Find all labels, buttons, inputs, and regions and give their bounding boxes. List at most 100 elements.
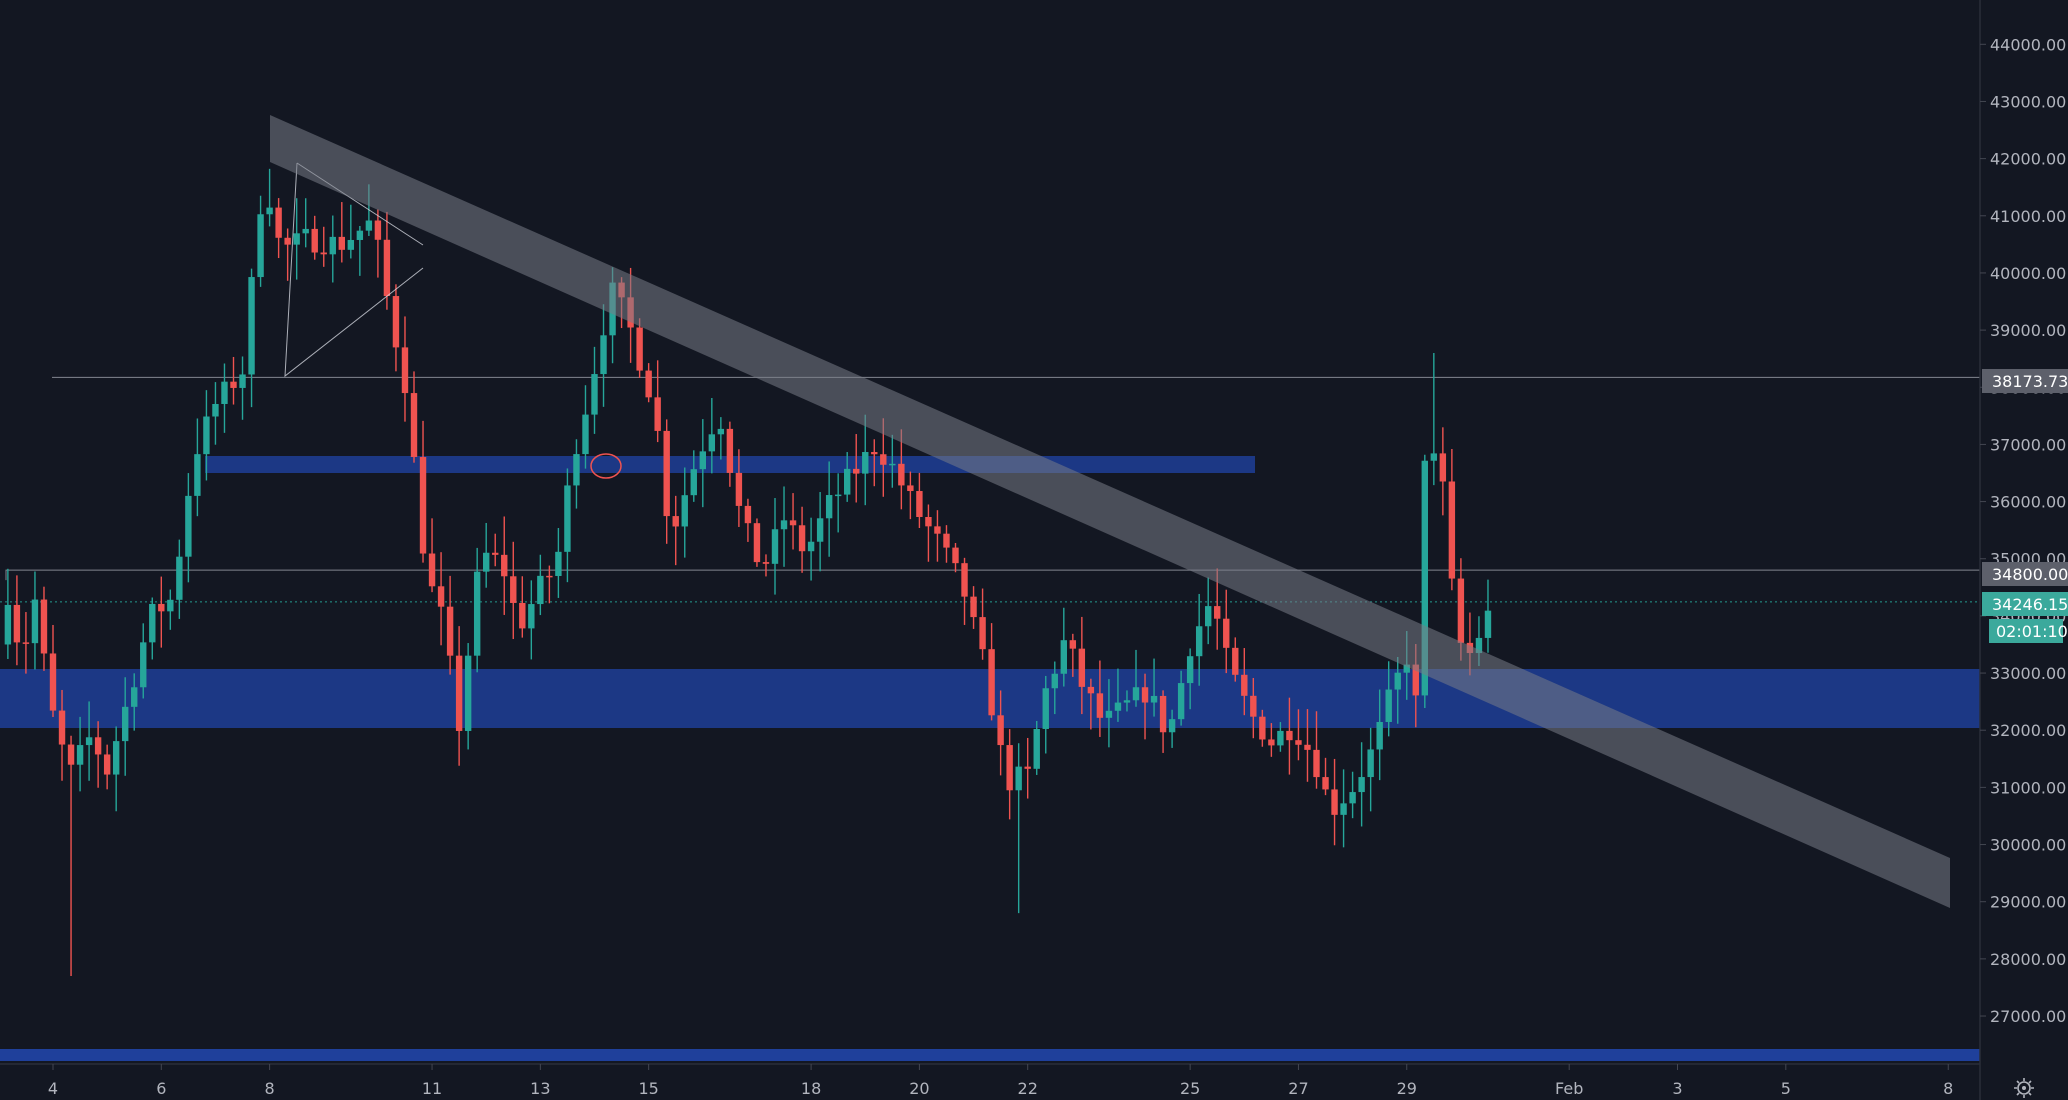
candle-body <box>356 230 364 240</box>
candle <box>1150 658 1158 717</box>
candle <box>1277 722 1284 752</box>
candle <box>546 565 553 604</box>
candle <box>428 518 436 593</box>
candle-body <box>1051 673 1058 689</box>
candle-body <box>555 551 562 576</box>
current-price-tag: 34246.15 02:01:10 <box>1982 592 2068 643</box>
candle <box>970 586 977 629</box>
gear-icon[interactable] <box>2014 1078 2034 1098</box>
horizontal-level-lines <box>0 376 1980 603</box>
candle-body <box>1105 710 1113 718</box>
candle-body <box>257 214 264 278</box>
candle-body <box>13 604 21 643</box>
candle <box>798 506 806 573</box>
candle <box>1340 769 1347 848</box>
candle <box>1205 577 1212 645</box>
candle-body <box>320 252 327 255</box>
candle-body <box>1223 618 1230 648</box>
price-axis[interactable]: 27000.00 28000.00 29000.00 30000.00 31000.00… <box>1979 0 2068 1100</box>
candle-body <box>131 687 138 707</box>
candle <box>1105 679 1113 748</box>
candle <box>1096 660 1104 737</box>
candle <box>825 461 833 557</box>
highlight-circle-drawing[interactable] <box>590 453 622 479</box>
candle <box>1439 427 1447 516</box>
candle <box>1268 723 1275 757</box>
candle <box>1141 673 1149 740</box>
candle <box>528 580 535 660</box>
candle-body <box>248 277 255 375</box>
candle <box>1223 589 1230 674</box>
candle <box>1078 616 1086 715</box>
candle <box>167 589 174 630</box>
price-tick-label: 27000.00 <box>1990 1007 2066 1026</box>
candle <box>203 390 210 481</box>
candle <box>672 495 679 566</box>
candle-body <box>1060 640 1067 674</box>
candle <box>952 542 959 573</box>
candle <box>1060 607 1067 687</box>
candle-body <box>103 754 111 775</box>
candle-body <box>1394 672 1401 690</box>
price-tick-label: 31000.00 <box>1990 778 2066 797</box>
candle-body <box>825 495 833 519</box>
candle <box>483 522 490 588</box>
price-tick-label: 42000.00 <box>1990 150 2066 169</box>
candle <box>1114 668 1122 722</box>
time-tick-label: 8 <box>265 1079 275 1098</box>
candle <box>1195 593 1203 686</box>
candle <box>419 420 427 563</box>
candle <box>681 467 688 558</box>
candle <box>690 450 697 502</box>
candle-body <box>573 454 580 486</box>
candle-body <box>1096 693 1104 718</box>
candle <box>582 385 589 469</box>
candle <box>464 643 472 750</box>
candle <box>961 557 968 625</box>
candle-body <box>528 604 535 629</box>
candle <box>997 690 1004 776</box>
candle <box>762 554 770 577</box>
candles <box>4 168 1492 977</box>
candle <box>591 346 598 434</box>
candle <box>49 624 57 718</box>
candle-body <box>916 491 923 517</box>
candle-body <box>1277 730 1284 746</box>
candle-body <box>862 452 869 474</box>
candle-body <box>510 576 517 603</box>
candle <box>1367 727 1374 812</box>
candle-body <box>537 575 544 605</box>
candle-body <box>1295 740 1302 745</box>
candle <box>654 360 661 443</box>
time-axis[interactable]: 4 6 8 11 13 15 18 20 22 25 27 29 Feb 3 5 8 <box>0 1063 1980 1098</box>
candle <box>112 726 120 812</box>
candle <box>834 473 842 533</box>
candle <box>735 449 743 527</box>
candle-body <box>880 454 887 465</box>
candle-body <box>1349 792 1356 804</box>
level-tag-middle-bg <box>1982 562 2068 586</box>
candle <box>22 612 30 674</box>
candle-body <box>1403 664 1410 673</box>
time-tick-label: 25 <box>1180 1079 1200 1098</box>
candle <box>1385 661 1392 737</box>
candle-body <box>979 617 986 650</box>
candle-body <box>889 463 896 466</box>
candle-body <box>221 381 228 404</box>
candle <box>1015 743 1022 914</box>
candle-body <box>1150 695 1158 703</box>
support-zone-26k[interactable] <box>0 1049 1980 1061</box>
candle <box>1042 675 1049 754</box>
candle-body <box>158 603 165 612</box>
time-tick-label: 8 <box>1943 1079 1953 1098</box>
candle-body <box>22 642 30 644</box>
candle <box>889 434 896 488</box>
candle-body <box>798 525 806 552</box>
level-line-middle[interactable] <box>5 569 1980 581</box>
descending-trend-channel[interactable] <box>270 115 1950 908</box>
candle-body <box>564 485 571 552</box>
candle <box>40 586 48 671</box>
candle-body <box>1259 716 1266 740</box>
candle <box>266 168 273 227</box>
